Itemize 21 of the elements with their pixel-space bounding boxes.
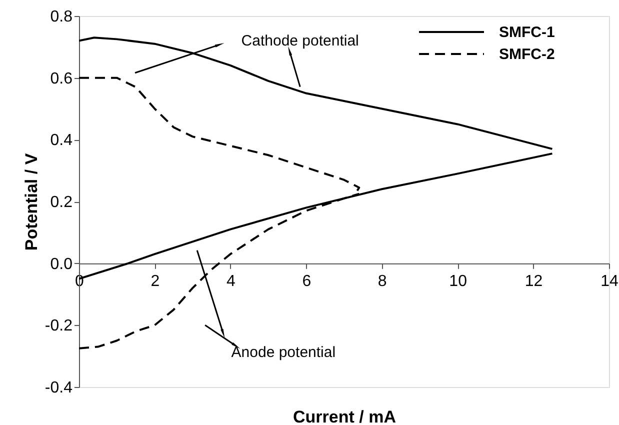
x-tick-label: 8 (378, 272, 387, 290)
x-tick-label: 2 (150, 272, 160, 290)
y-tick-label: 0.2 (50, 194, 73, 211)
annotation: Cathode potential (241, 32, 359, 50)
y-tick-label: 0.6 (50, 70, 73, 88)
y-tick-label: 0.8 (50, 8, 73, 26)
x-tick-label: 4 (226, 272, 236, 290)
y-tick-label: -0.2 (44, 318, 73, 335)
line-series (79, 36, 554, 150)
x-axis-title: Current / mA (293, 408, 396, 425)
x-tick-label: 6 (302, 272, 312, 290)
y-axis-title: Potential / V (22, 152, 41, 251)
y-tick-label: 0.4 (50, 132, 73, 150)
annotation: Anode potential (231, 344, 336, 362)
y-tick-label: 0.0 (50, 256, 73, 273)
y-tick-label: -0.4 (44, 380, 73, 396)
x-tick-label: 14 (600, 272, 618, 290)
legend-label: SMFC-2 (499, 46, 555, 63)
x-tick-label: 10 (449, 272, 468, 290)
x-tick-label: 12 (524, 272, 543, 290)
legend-label: SMFC-1 (499, 24, 555, 41)
